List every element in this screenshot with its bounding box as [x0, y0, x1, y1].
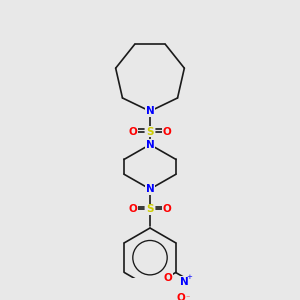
Text: N: N: [180, 277, 189, 287]
Text: O: O: [162, 205, 171, 214]
Text: S: S: [146, 127, 154, 136]
Text: +: +: [186, 274, 192, 280]
Text: S: S: [146, 205, 154, 214]
Text: O: O: [129, 127, 138, 136]
Text: ⁻: ⁻: [186, 293, 190, 300]
Text: O: O: [162, 127, 171, 136]
Text: O: O: [163, 273, 172, 283]
Text: N: N: [146, 106, 154, 116]
Text: O: O: [176, 293, 185, 300]
Text: O: O: [129, 205, 138, 214]
Text: N: N: [146, 140, 154, 150]
Text: N: N: [146, 184, 154, 194]
